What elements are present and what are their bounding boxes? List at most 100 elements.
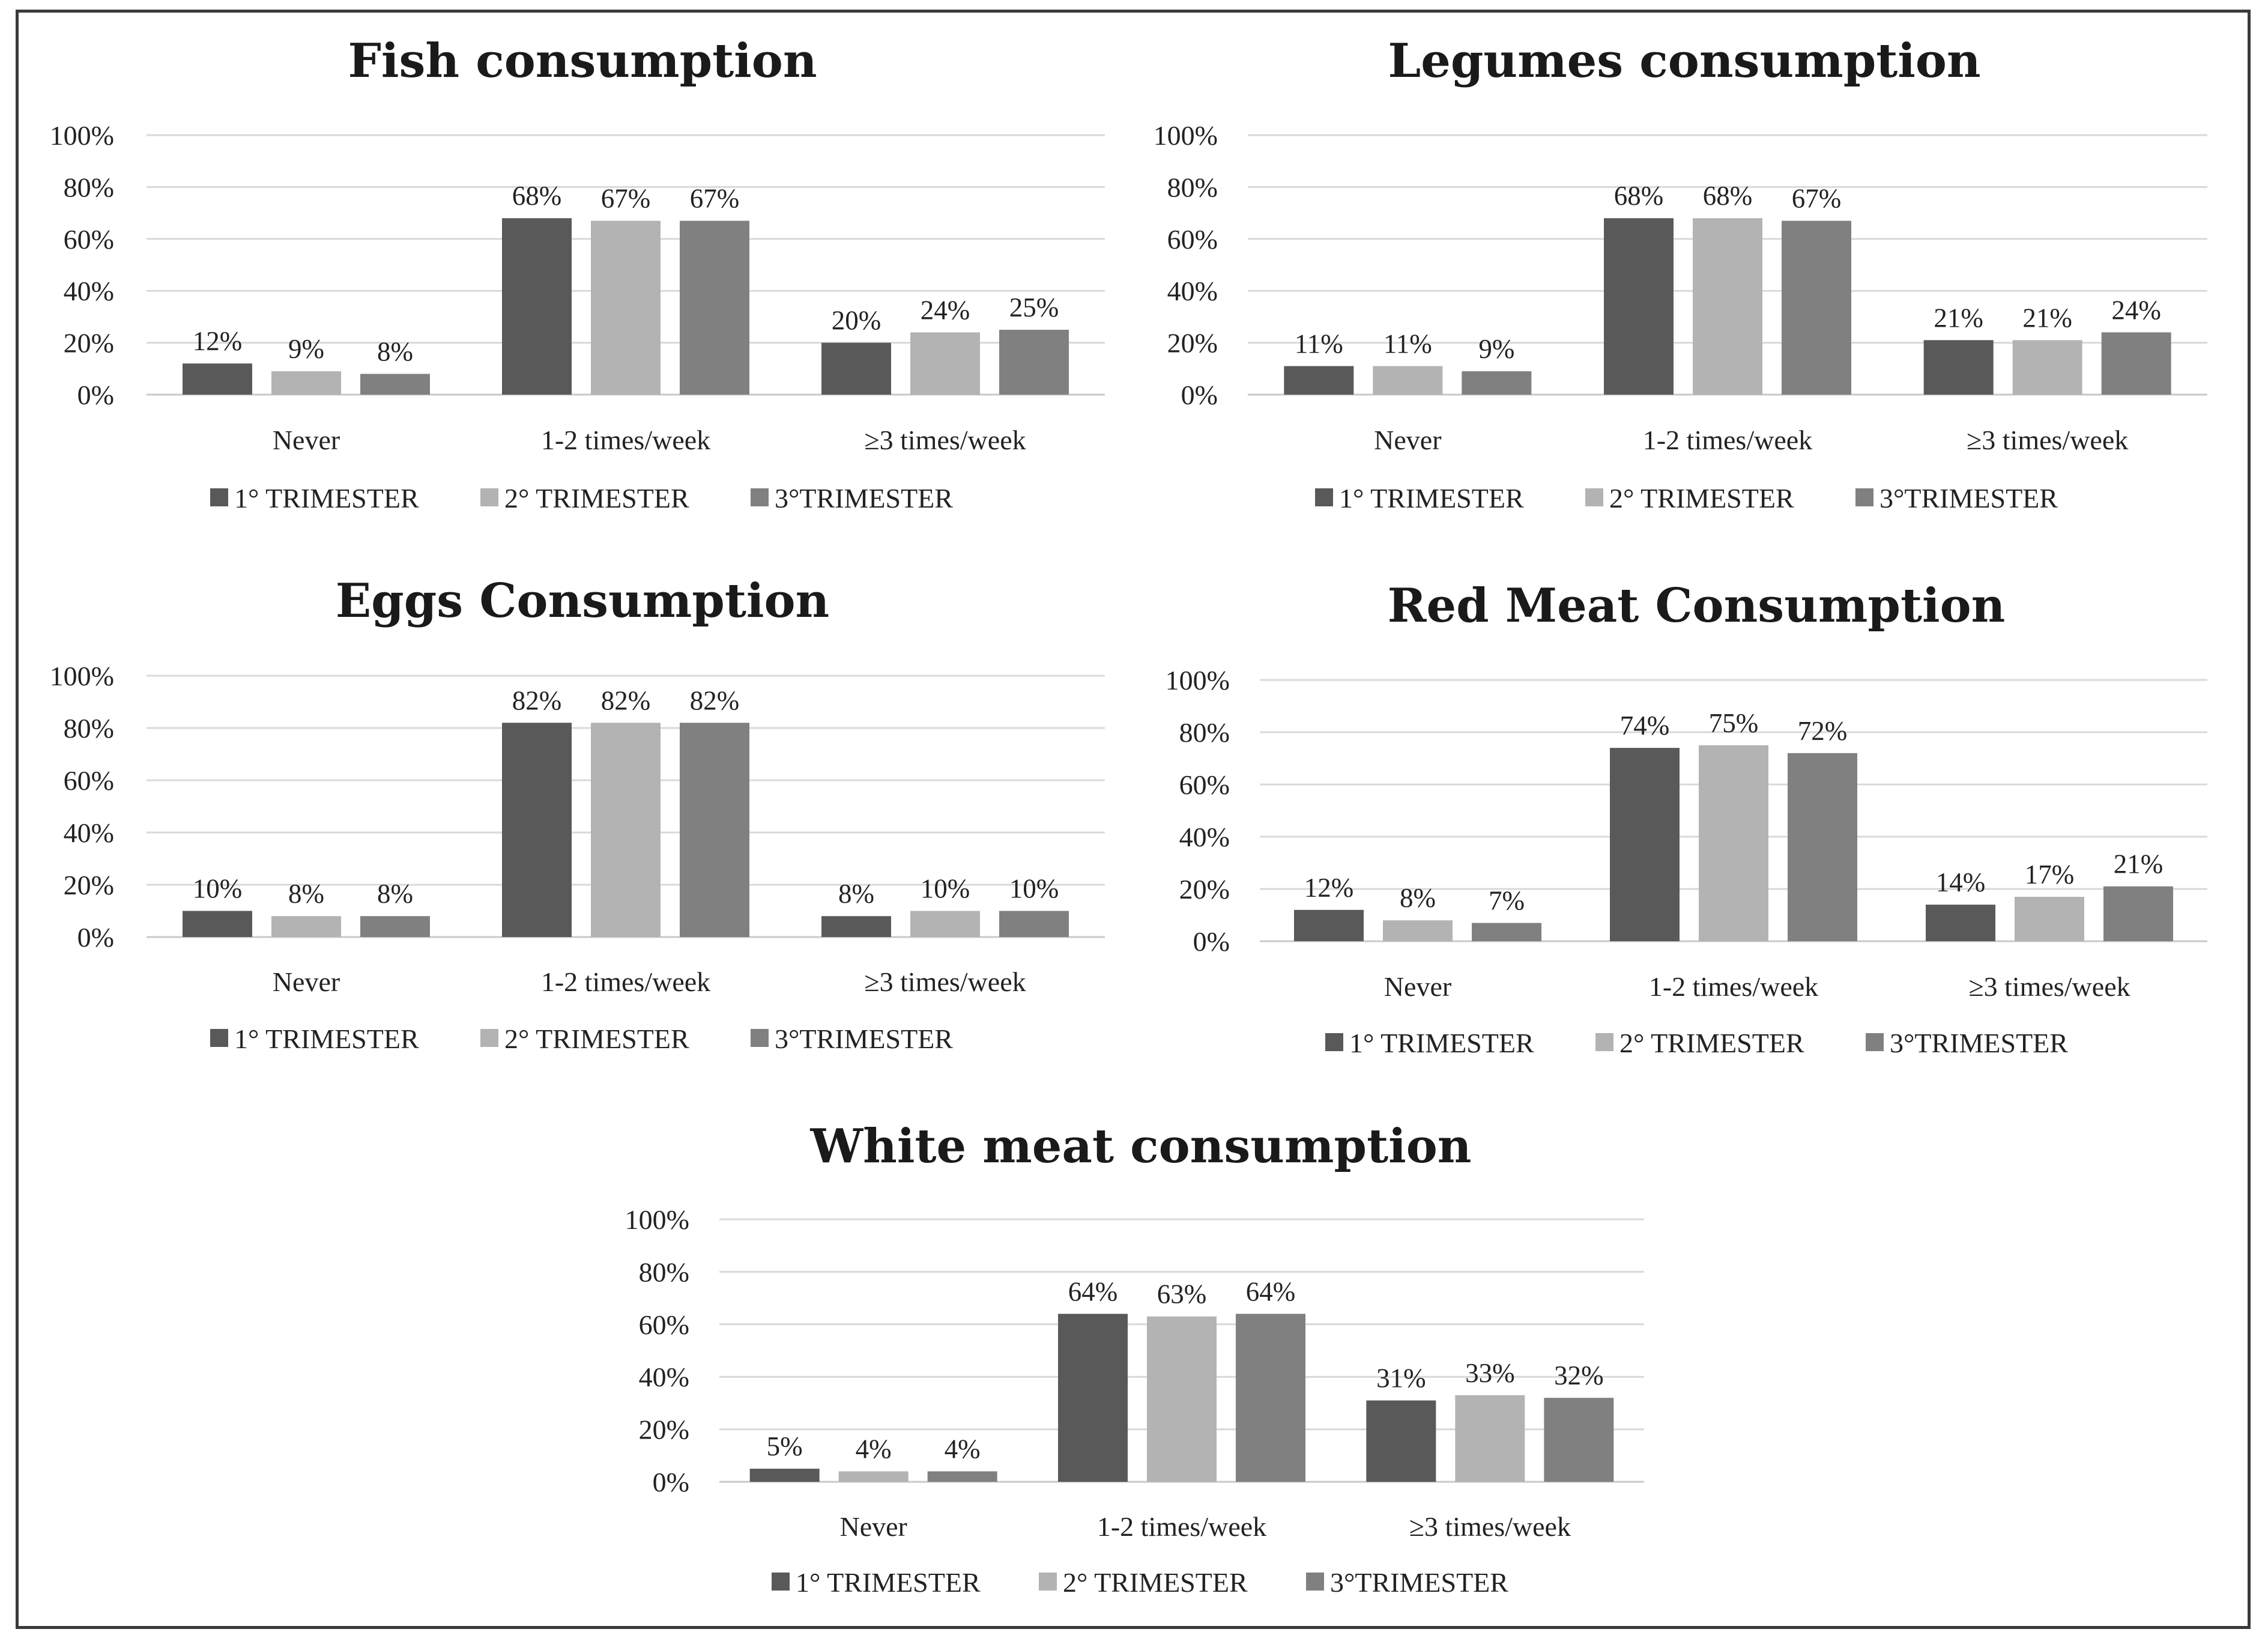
data-label: 75% — [1709, 708, 1759, 738]
legend-label: 3°TRIMESTER — [1890, 1028, 2068, 1058]
legend-label: 2° TRIMESTER — [1619, 1028, 1804, 1058]
chart-title: Fish consumption — [348, 34, 817, 88]
chart-legumes: Legumes consumption 0% 20% 40% 60% 80% 100% 11%… — [1154, 34, 2207, 514]
legend-swatch — [480, 488, 498, 506]
data-label: 63% — [1157, 1279, 1207, 1309]
bar-white-meat-2-1 — [1455, 1395, 1525, 1482]
data-label: 8% — [377, 879, 413, 909]
y-tick-label: 20% — [1179, 874, 1230, 905]
bar-red-meat-1-0 — [1610, 748, 1680, 941]
data-label: 8% — [288, 879, 324, 909]
category-label: ≥3 times/week — [1968, 971, 2130, 1002]
legend-swatch — [1306, 1573, 1324, 1591]
y-tick-label: 100% — [50, 661, 114, 691]
y-tick-label: 60% — [64, 765, 114, 796]
bar-legumes-1-2 — [1782, 220, 1851, 395]
bar-red-meat-0-0 — [1294, 909, 1364, 941]
bar-red-meat-0-2 — [1472, 923, 1541, 941]
y-tick-label: 80% — [639, 1257, 689, 1287]
legend-swatch — [1585, 488, 1603, 506]
legend-swatch — [1315, 488, 1333, 506]
legend-label: 2° TRIMESTER — [1609, 483, 1794, 514]
y-tick-label: 80% — [1179, 717, 1230, 748]
figure-frame — [16, 10, 2251, 1629]
data-label: 64% — [1246, 1276, 1296, 1306]
data-label: 12% — [193, 326, 243, 356]
bar-red-meat-2-0 — [1926, 905, 1995, 941]
bar-eggs-2-2 — [999, 911, 1069, 937]
bar-eggs-2-1 — [910, 911, 980, 937]
category-label: ≥3 times/week — [864, 966, 1026, 997]
category-label: 1-2 times/week — [541, 966, 710, 997]
bar-red-meat-1-1 — [1699, 745, 1768, 941]
chart-title: Red Meat Consumption — [1388, 578, 2006, 633]
data-label: 10% — [921, 874, 970, 904]
legend-label: 3°TRIMESTER — [775, 1024, 953, 1054]
data-label: 64% — [1068, 1276, 1118, 1306]
bar-fish-0-2 — [360, 374, 430, 395]
category-label: ≥3 times/week — [1409, 1511, 1571, 1542]
data-label: 68% — [512, 181, 562, 211]
data-label: 72% — [1798, 716, 1848, 746]
category-label: Never — [1384, 971, 1451, 1002]
data-label: 8% — [1400, 883, 1436, 913]
y-tick-label: 0% — [653, 1467, 689, 1497]
category-label: ≥3 times/week — [864, 425, 1026, 455]
data-label: 8% — [838, 879, 874, 909]
legend-label: 3°TRIMESTER — [1330, 1567, 1508, 1598]
data-label: 10% — [1009, 874, 1059, 904]
y-tick-label: 0% — [77, 922, 114, 953]
legend-label: 1° TRIMESTER — [796, 1567, 981, 1598]
category-label: 1-2 times/week — [1643, 425, 1812, 455]
data-label: 12% — [1304, 873, 1354, 903]
data-label: 11% — [1383, 329, 1432, 359]
data-label: 82% — [690, 685, 740, 715]
bar-legumes-1-1 — [1693, 218, 1762, 395]
data-label: 68% — [1614, 181, 1664, 211]
bar-fish-2-0 — [821, 342, 891, 395]
data-label: 67% — [1792, 184, 1842, 214]
bar-fish-1-1 — [591, 220, 661, 395]
data-label: 9% — [1478, 334, 1514, 364]
chart-title: Eggs Consumption — [336, 574, 830, 628]
bar-fish-0-1 — [271, 371, 341, 395]
data-label: 21% — [1934, 303, 1983, 333]
chart-white-meat: White meat consumption 0% 20% 40% 60% 80% 100%… — [625, 1119, 1644, 1598]
data-label: 21% — [2114, 849, 2164, 879]
y-tick-label: 0% — [1181, 380, 1218, 410]
bar-white-meat-0-0 — [749, 1469, 820, 1482]
data-label: 33% — [1465, 1358, 1515, 1388]
legend-label: 1° TRIMESTER — [234, 483, 419, 514]
y-tick-label: 60% — [64, 224, 114, 255]
y-tick-label: 40% — [639, 1362, 689, 1392]
legend-swatch — [210, 1029, 228, 1047]
category-label: Never — [839, 1511, 907, 1542]
bar-white-meat-0-1 — [838, 1471, 909, 1482]
data-label: 24% — [2111, 295, 2161, 325]
y-tick-label: 20% — [639, 1415, 689, 1445]
legend-label: 3°TRIMESTER — [1879, 483, 2058, 514]
bar-red-meat-0-1 — [1383, 920, 1453, 941]
y-tick-label: 40% — [64, 817, 114, 848]
bar-legumes-2-2 — [2101, 332, 2171, 395]
y-tick-label: 80% — [64, 172, 114, 202]
data-label: 67% — [601, 184, 651, 214]
data-label: 24% — [921, 295, 970, 325]
data-label: 82% — [601, 685, 651, 715]
bar-eggs-1-1 — [591, 723, 661, 937]
legend-swatch — [210, 488, 228, 506]
category-label: ≥3 times/week — [1967, 425, 2128, 455]
data-label: 68% — [1703, 181, 1753, 211]
data-label: 11% — [1295, 329, 1343, 359]
bar-legumes-1-0 — [1604, 218, 1674, 395]
bar-fish-1-2 — [680, 220, 749, 395]
legend-swatch — [751, 488, 769, 506]
bar-eggs-1-0 — [502, 723, 572, 937]
bar-white-meat-1-1 — [1147, 1316, 1217, 1482]
chart-title: White meat consumption — [810, 1119, 1472, 1174]
chart-eggs: Eggs Consumption 0% 20% 40% 60% 80% 100% 10% 8% 8… — [50, 574, 1105, 1054]
data-label: 25% — [1009, 293, 1059, 323]
data-label: 4% — [945, 1434, 981, 1464]
bar-white-meat-0-2 — [927, 1471, 997, 1482]
